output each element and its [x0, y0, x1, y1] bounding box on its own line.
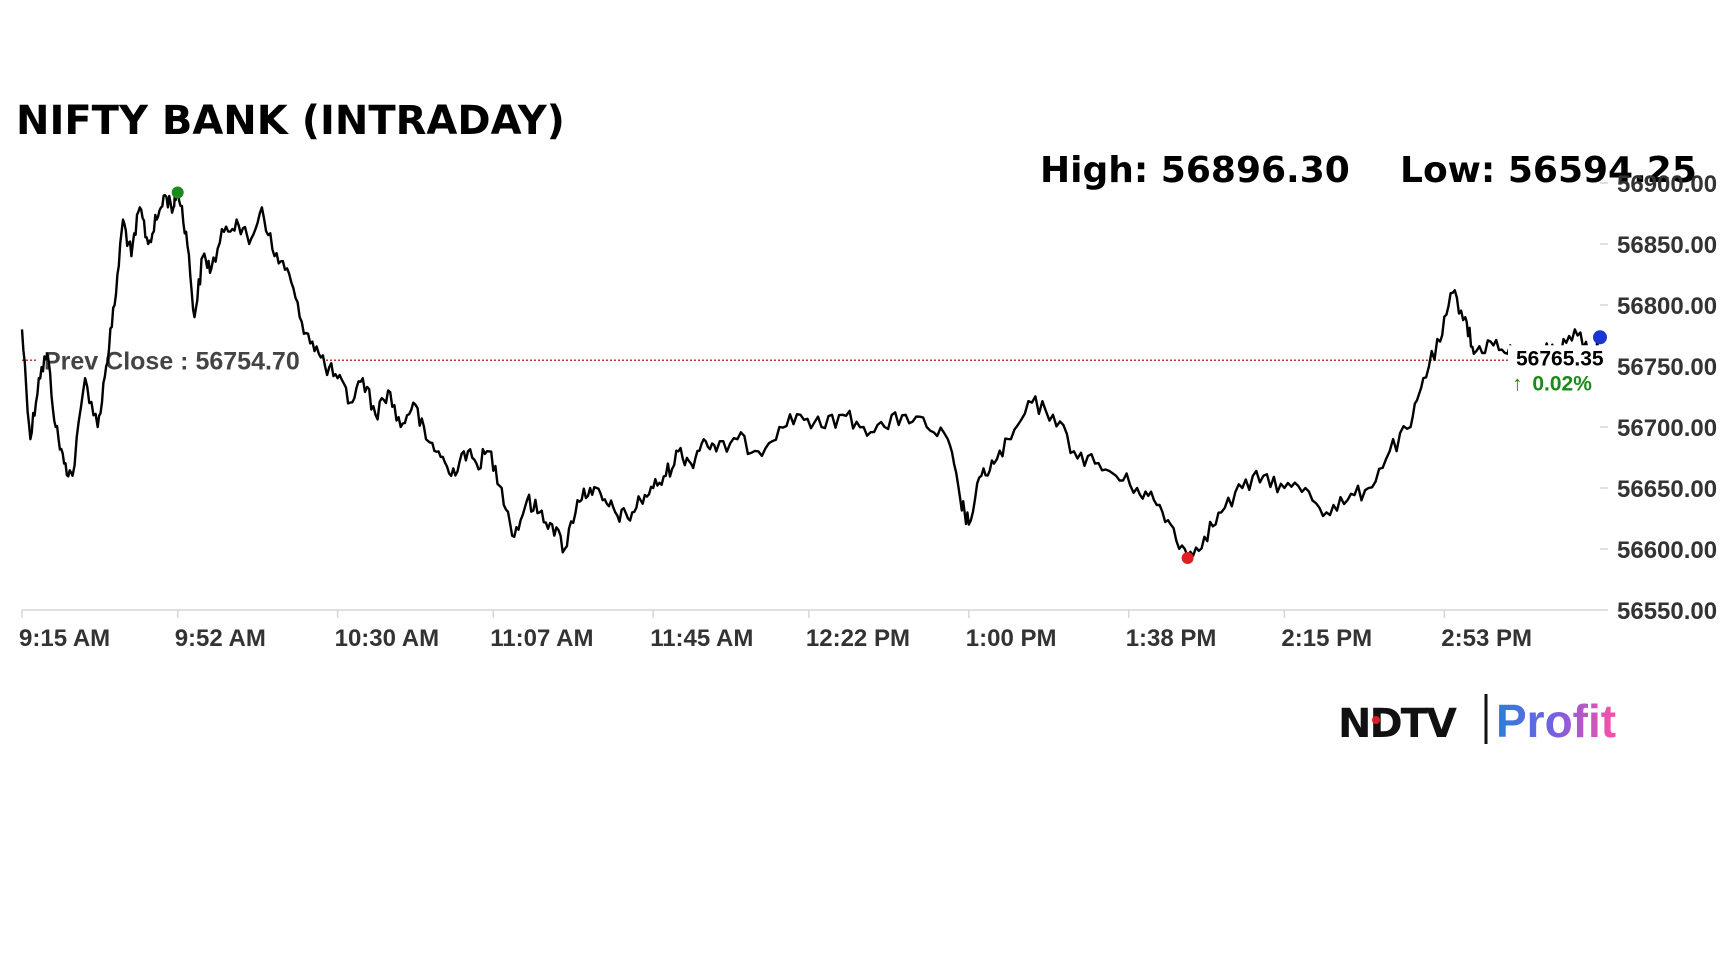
last-value-background	[1508, 345, 1610, 396]
y-axis: 56550.00 56600.00 56650.00 56700.00 56750.00…	[1600, 171, 1717, 625]
x-tick-label: 1:38 PM	[1126, 625, 1217, 652]
low-label: Low: 56594.25	[1400, 150, 1697, 191]
logo-dot-icon	[1372, 716, 1380, 724]
x-tick-label: 9:52 AM	[175, 625, 266, 652]
prev-close-label-background	[38, 344, 326, 377]
y-tick-label: 56750.00	[1617, 354, 1717, 381]
low-marker	[1181, 552, 1194, 565]
y-tick-label: 56800.00	[1617, 293, 1717, 320]
x-tick-label: 2:53 PM	[1441, 625, 1532, 652]
y-tick-label: 56900.00	[1617, 171, 1717, 198]
x-axis: 9:15 AM 9:52 AM 10:30 AM 11:07 AM 11:45 AM 12…	[19, 610, 1532, 652]
x-tick-label: 11:45 AM	[650, 625, 753, 652]
x-tick-label: 2:15 PM	[1281, 625, 1372, 652]
change-label: ↑ 0.02%	[1512, 372, 1592, 395]
x-tick-label: 1:00 PM	[966, 625, 1057, 652]
y-tick-label: 56600.00	[1617, 537, 1717, 564]
chart-title: NIFTY BANK (INTRADAY)	[16, 98, 565, 144]
y-tick-label: 56700.00	[1617, 415, 1717, 442]
y-tick-label: 56850.00	[1617, 232, 1717, 259]
logo-ndtv: NDTV	[1338, 701, 1457, 747]
high-label: High: 56896.30	[1040, 150, 1350, 191]
y-tick-label: 56650.00	[1617, 476, 1717, 503]
last-value-label: 56765.35	[1516, 347, 1604, 370]
price-series-line	[20, 186, 1602, 558]
y-tick-label: 56550.00	[1617, 598, 1717, 625]
ndtv-profit-logo: NDTV Profit	[1338, 694, 1616, 747]
change-percent: 0.02%	[1532, 372, 1592, 395]
x-tick-label: 12:22 PM	[806, 625, 910, 652]
x-tick-label: 10:30 AM	[335, 625, 439, 652]
x-tick-label: 9:15 AM	[19, 625, 110, 652]
x-tick-label: 11:07 AM	[490, 625, 593, 652]
prev-close-label: Prev Close : 56754.70	[44, 347, 300, 375]
high-marker	[171, 186, 184, 199]
up-arrow-icon: ↑	[1512, 372, 1523, 395]
logo-profit: Profit	[1496, 695, 1616, 747]
last-price-marker	[1593, 330, 1607, 345]
